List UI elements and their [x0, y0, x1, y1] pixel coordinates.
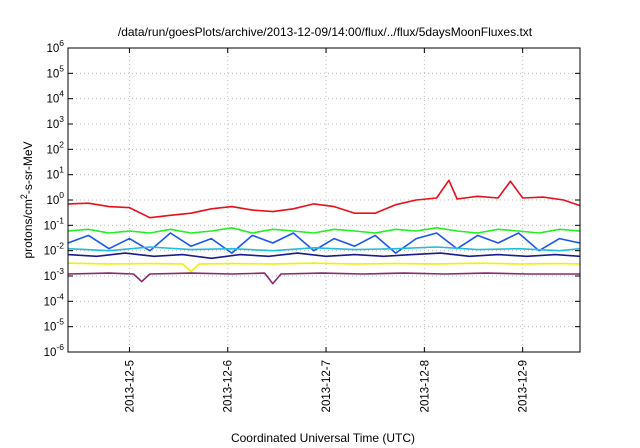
y-tick-label: 100 — [46, 190, 64, 207]
x-tick-label: 2013-12-7 — [321, 360, 333, 412]
series-line-2 — [67, 227, 581, 234]
y-tick-label: 10-1 — [44, 215, 65, 232]
x-tick-label: 2013-12-9 — [518, 360, 530, 412]
series-line-6 — [67, 262, 581, 273]
series-line-3 — [67, 232, 581, 254]
x-tick-label: 2013-12-8 — [419, 360, 431, 412]
y-tick-label: 10-3 — [44, 266, 65, 283]
y-tick-label: 10-2 — [44, 241, 65, 258]
x-tick-labels: 2013-12-5 2013-12-6 2013-12-7 2013-12-8 2013… — [124, 360, 529, 412]
ticks — [68, 47, 580, 353]
x-tick-label: 2013-12-6 — [223, 360, 235, 412]
grid — [68, 48, 580, 352]
y-axis-label: protons/cm2-s-sr-MeV — [19, 141, 35, 258]
y-axis-label-sup: 2 — [19, 194, 29, 199]
y-tick-label: 10-6 — [44, 342, 65, 359]
y-tick-label: 10-5 — [44, 317, 65, 334]
series-line-7 — [67, 272, 580, 285]
y-tick-label: 103 — [46, 114, 64, 131]
y-axis-label-post: -s-sr-MeV — [21, 141, 35, 194]
y-tick-label: 106 — [46, 38, 64, 55]
y-axis-label-pre: protons/cm — [21, 199, 35, 258]
y-tick-label: 104 — [46, 89, 64, 106]
y-tick-label: 10-4 — [44, 291, 65, 308]
y-tick-label: 102 — [46, 139, 64, 156]
series-line-5 — [67, 252, 581, 260]
y-tick-label: 101 — [46, 165, 64, 182]
y-tick-label: 105 — [46, 63, 64, 80]
series-line-4 — [67, 246, 581, 252]
chart-title: /data/run/goesPlots/archive/2013-12-09/1… — [118, 25, 533, 39]
series-group — [67, 179, 581, 285]
x-tick-label: 2013-12-5 — [124, 360, 136, 412]
y-tick-labels: 10-6 10-5 10-4 10-3 10-2 10-1 100 101 102 103 104 1… — [44, 38, 65, 359]
x-axis-label: Coordinated Universal Time (UTC) — [231, 431, 415, 445]
series-line-1 — [67, 179, 581, 219]
